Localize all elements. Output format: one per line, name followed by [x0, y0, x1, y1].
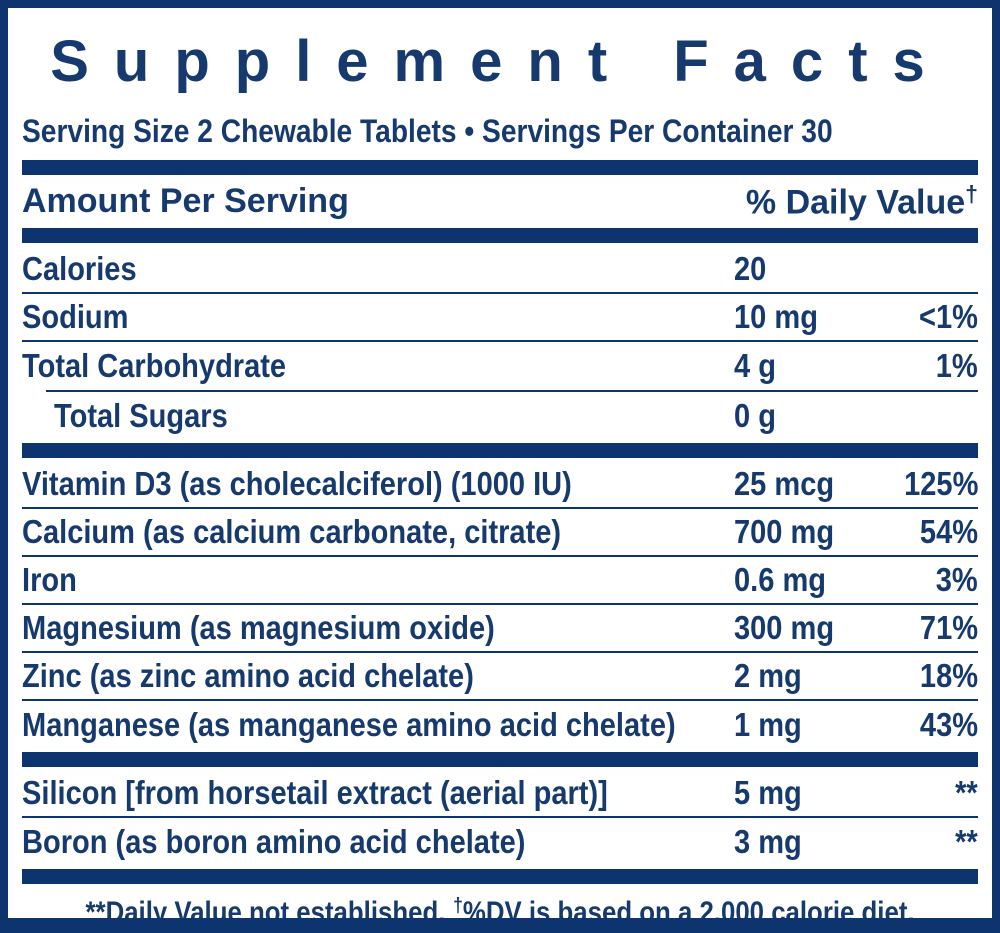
nutrient-name: Boron (as boron amino acid chelate) [22, 823, 526, 860]
dv-value: 54% [919, 513, 978, 550]
nutrient-name: Iron [22, 561, 77, 598]
amount-per-serving-header: Amount Per Serving [22, 182, 349, 220]
nutrient-name: Total Sugars [54, 397, 228, 434]
dv-value: 125% [903, 465, 978, 502]
amount-value: 300 mg [734, 609, 835, 646]
table-row-calcium: Calcium (as calcium carbonate, citrate) … [22, 509, 978, 557]
divider-bar [22, 752, 978, 767]
amount-value: 3 mg [734, 823, 802, 860]
amount-value: 0 g [734, 397, 776, 434]
amount-value: 0.6 mg [734, 561, 827, 598]
amount-value: 4 g [734, 347, 776, 384]
table-row-manganese: Manganese (as manganese amino acid chela… [22, 701, 978, 749]
amount-value: 5 mg [734, 774, 802, 811]
table-row-zinc: Zinc (as zinc amino acid chelate) 2 mg 1… [22, 653, 978, 701]
table-row-iron: Iron 0.6 mg 3% [22, 557, 978, 605]
divider-bar [22, 228, 978, 243]
table-row-vitamin-d3: Vitamin D3 (as cholecalciferol) (1000 IU… [22, 461, 978, 509]
nutrient-name: Calories [22, 250, 137, 287]
table-row-total-sugars: Total Sugars 0 g [22, 392, 978, 440]
dagger-symbol: † [965, 180, 978, 207]
indented-separator [46, 390, 978, 392]
dv-value: ** [955, 774, 978, 811]
nutrient-name: Magnesium (as magnesium oxide) [22, 609, 495, 646]
table-row-total-carbohydrate: Total Carbohydrate 4 g 1% [22, 342, 978, 390]
amount-value: 700 mg [734, 513, 835, 550]
dv-value: 71% [919, 609, 978, 646]
dv-value: 1% [936, 347, 978, 384]
table-row-boron: Boron (as boron amino acid chelate) 3 mg… [22, 818, 978, 866]
table-row-magnesium: Magnesium (as magnesium oxide) 300 mg 71… [22, 605, 978, 653]
footnote: **Daily Value not established. †%DV is ba… [22, 887, 978, 930]
amount-value: 10 mg [734, 298, 818, 335]
dagger-symbol: † [453, 895, 463, 918]
table-row-sodium: Sodium 10 mg <1% [22, 294, 978, 342]
serving-info-text: Serving Size 2 Chewable Tablets • Servin… [22, 112, 833, 149]
amount-value: 1 mg [734, 706, 802, 743]
footnote-text-2: %DV is based on a 2,000 calorie diet. [462, 896, 915, 930]
dv-value: 43% [919, 706, 978, 743]
table-header-row: Amount Per Serving % Daily Value† [22, 178, 978, 225]
dv-value: ** [955, 823, 978, 860]
nutrient-name: Silicon [from horsetail extract (aerial … [22, 774, 608, 811]
panel-title: Supplement Facts [50, 29, 950, 94]
double-asterisk-symbol: ** [85, 896, 106, 930]
dv-value: 3% [936, 561, 978, 598]
divider-bar [22, 160, 978, 175]
panel-content: Supplement Facts Serving Size 2 Chewable… [8, 8, 992, 930]
nutrient-name: Manganese (as manganese amino acid chela… [22, 706, 676, 743]
daily-value-header: % Daily Value† [745, 180, 978, 222]
footnote-text-1: Daily Value not established. [105, 896, 446, 930]
table-row-calories: Calories 20 [22, 246, 978, 294]
nutrient-name: Zinc (as zinc amino acid chelate) [22, 657, 474, 694]
divider-bar [22, 869, 978, 884]
amount-value: 20 [734, 250, 767, 287]
amount-value: 2 mg [734, 657, 802, 694]
nutrient-name: Vitamin D3 (as cholecalciferol) (1000 IU… [22, 465, 572, 502]
nutrient-name: Calcium (as calcium carbonate, citrate) [22, 513, 562, 550]
nutrient-name: Sodium [22, 298, 129, 335]
table-row-silicon: Silicon [from horsetail extract (aerial … [22, 770, 978, 818]
serving-info: Serving Size 2 Chewable Tablets • Servin… [22, 105, 978, 157]
nutrient-name: Total Carbohydrate [22, 347, 287, 384]
divider-bar [22, 443, 978, 458]
amount-value: 25 mcg [734, 465, 835, 502]
dv-value: 18% [919, 657, 978, 694]
dv-value: <1% [919, 298, 978, 335]
